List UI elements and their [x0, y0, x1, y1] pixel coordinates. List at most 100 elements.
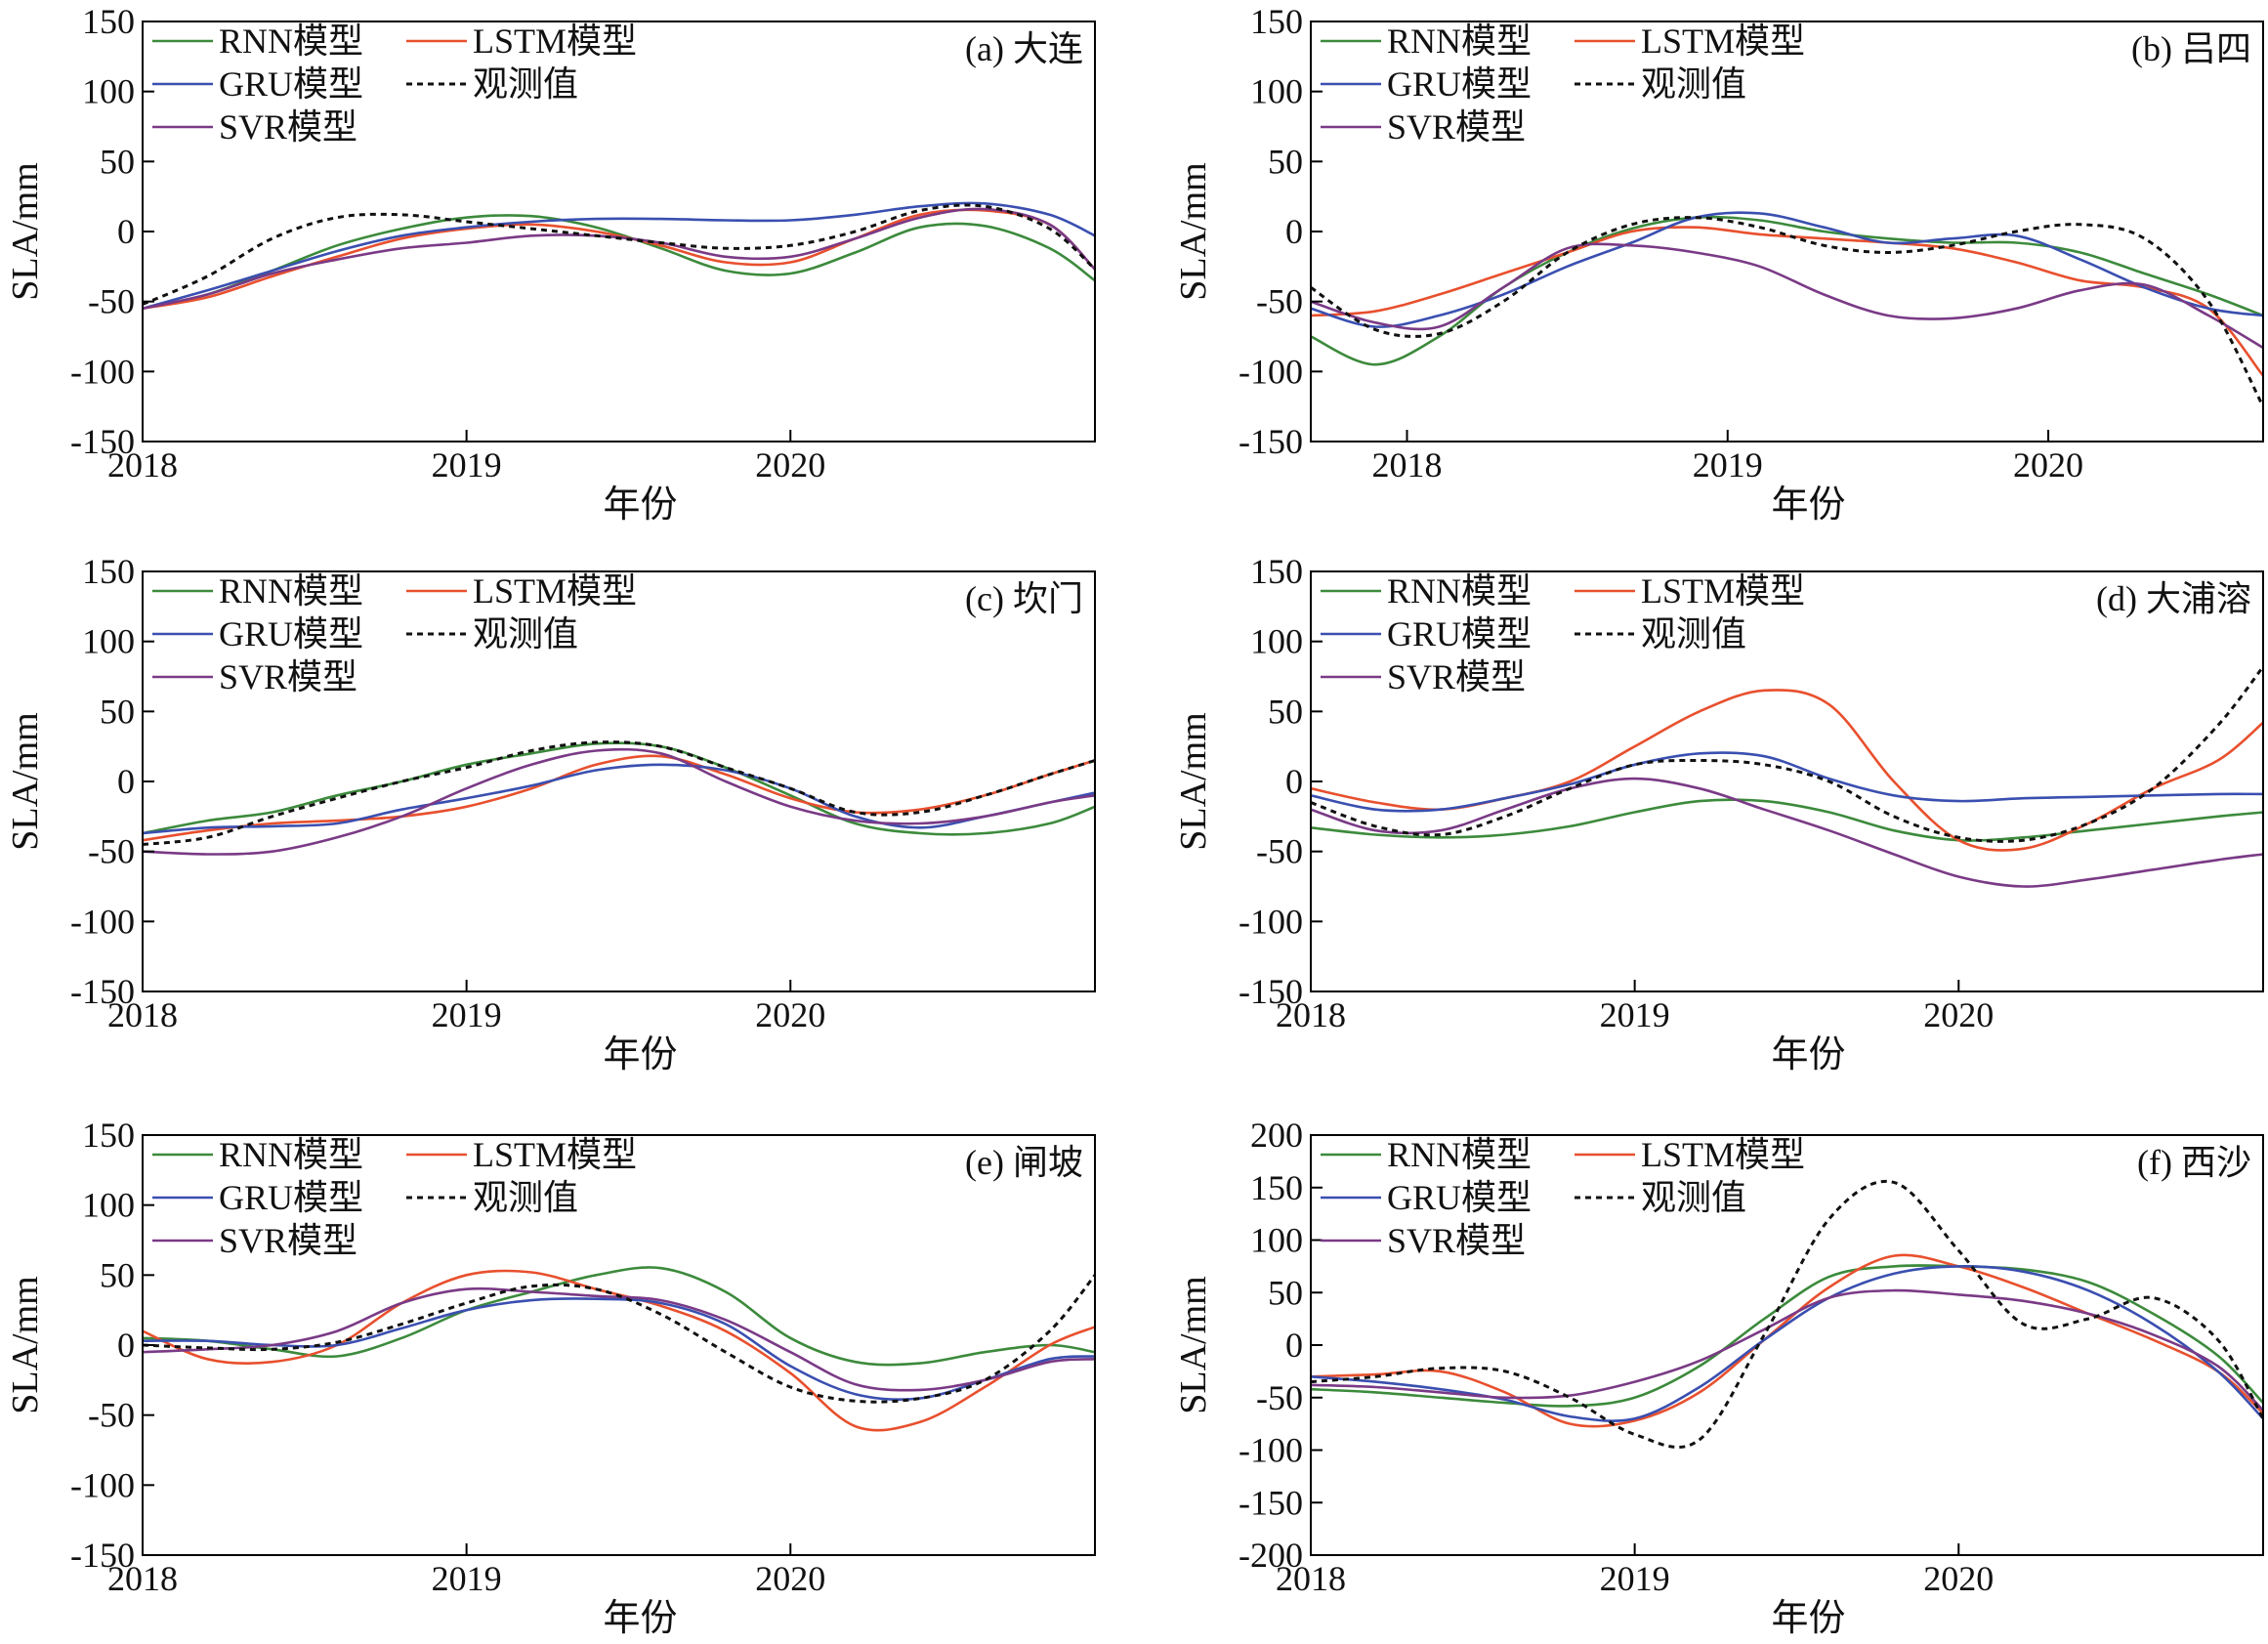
y-tick-label: 150	[82, 1116, 135, 1155]
x-axis-label: 年份	[1771, 1034, 1845, 1075]
x-tick-label: 2019	[432, 995, 502, 1034]
y-axis-label: SLA/mm	[1173, 1276, 1214, 1413]
legend-label-lstm: LSTM模型	[1641, 571, 1805, 611]
y-tick-label: -100	[70, 352, 135, 391]
x-tick-label: 2019	[1600, 1559, 1670, 1598]
legend-label-gru: GRU模型	[1387, 614, 1532, 653]
chart-panel-4: -150 -100 -50 0 50 100 150 2018 2019 2020 年份 SLA/mm…	[1173, 552, 2264, 1075]
x-tick-label: 2019	[432, 1559, 502, 1598]
chart-panel-6: -200 -150 -100 -50 0 50 100 150 200 2018 2019 2020 年…	[1173, 1116, 2264, 1639]
x-tick-label: 2020	[755, 445, 825, 485]
legend-label-obs: 观测值	[1641, 1178, 1746, 1217]
series-line-obs	[143, 740, 1095, 846]
y-tick-label: -100	[70, 1465, 135, 1504]
chart-panel-3: -150 -100 -50 0 50 100 150 2018 2019 2020 年份 SLA/mm…	[5, 552, 1096, 1075]
series-line-lstm	[1311, 226, 2263, 377]
y-tick-label: 0	[117, 212, 135, 251]
legend-label-obs: 观测值	[473, 64, 578, 104]
legend-label-lstm: LSTM模型	[473, 1135, 637, 1174]
series-line-svr	[143, 1286, 1095, 1392]
series-line-gru	[143, 763, 1095, 835]
legend-label-gru: GRU模型	[1387, 1178, 1532, 1217]
x-tick-label: 2018	[1371, 445, 1442, 485]
y-tick-label: -100	[1239, 352, 1303, 391]
series-lines	[143, 1266, 1095, 1432]
legend-label-obs: 观测值	[473, 614, 578, 653]
legend-label-svr: SVR模型	[219, 657, 357, 696]
legend-label-svr: SVR模型	[1387, 107, 1526, 147]
x-axis-label: 年份	[603, 485, 677, 526]
x-tick-label: 2018	[107, 995, 178, 1034]
y-tick-label: 50	[1268, 142, 1303, 181]
series-line-gru	[1311, 751, 2263, 813]
y-tick-label: 50	[100, 692, 135, 731]
y-tick-label: 100	[1250, 1221, 1303, 1260]
series-line-gru	[143, 201, 1095, 311]
series-lines	[143, 740, 1095, 856]
y-tick-label: -50	[1256, 1378, 1303, 1417]
series-line-svr	[1311, 242, 2263, 350]
y-tick-label: 100	[82, 72, 135, 111]
y-axis-label: SLA/mm	[5, 712, 46, 850]
panel-title: (b) 吕四	[2131, 29, 2251, 68]
series-line-rnn	[143, 1266, 1095, 1367]
y-tick-label: -50	[88, 1396, 135, 1435]
legend-label-svr: SVR模型	[1387, 657, 1526, 696]
y-tick-label: -100	[1239, 902, 1303, 941]
x-tick-label: 2018	[1276, 1559, 1346, 1598]
y-tick-label: 0	[1285, 1326, 1303, 1365]
series-line-obs	[1311, 216, 2263, 407]
series-line-lstm	[1311, 1253, 2263, 1428]
y-tick-label: 0	[1285, 212, 1303, 251]
x-tick-label: 2018	[1276, 995, 1346, 1034]
series-lines	[143, 201, 1095, 311]
y-tick-label: 0	[117, 1326, 135, 1365]
y-tick-label: -50	[88, 832, 135, 871]
series-line-gru	[1311, 211, 2263, 328]
x-tick-label: 2019	[432, 445, 502, 485]
legend-label-lstm: LSTM模型	[1641, 21, 1805, 61]
panel-title: (c) 坎门	[965, 579, 1083, 618]
y-axis-label: SLA/mm	[5, 162, 46, 300]
legend-label-lstm: LSTM模型	[1641, 1135, 1805, 1174]
series-line-gru	[1311, 1265, 2263, 1422]
x-tick-label: 2019	[1693, 445, 1763, 485]
legend-label-rnn: RNN模型	[219, 571, 363, 611]
x-tick-label: 2020	[755, 1559, 825, 1598]
y-tick-label: 150	[1250, 1168, 1303, 1207]
series-line-svr	[1311, 777, 2263, 888]
y-tick-label: -150	[1239, 1483, 1303, 1522]
y-tick-label: 100	[82, 622, 135, 661]
y-tick-label: 100	[1250, 72, 1303, 111]
chart-panel-5: -150 -100 -50 0 50 100 150 2018 2019 2020 年份 SLA/mm…	[5, 1116, 1096, 1639]
y-axis-label: SLA/mm	[5, 1276, 46, 1413]
y-tick-label: -150	[70, 1536, 135, 1575]
y-tick-label: 50	[1268, 692, 1303, 731]
legend-label-svr: SVR模型	[1387, 1221, 1526, 1260]
series-line-obs	[143, 1274, 1095, 1404]
x-tick-label: 2020	[2013, 445, 2083, 485]
x-axis-label: 年份	[603, 1598, 677, 1639]
y-tick-label: 150	[1250, 2, 1303, 41]
y-tick-label: 150	[82, 2, 135, 41]
x-tick-label: 2018	[107, 1559, 178, 1598]
y-tick-label: -150	[1239, 972, 1303, 1011]
chart-panel-2: -150 -100 -50 0 50 100 150 2018 2019 2020 年份 SLA/mm…	[1173, 2, 2264, 526]
series-line-svr	[143, 747, 1095, 856]
legend-label-lstm: LSTM模型	[473, 571, 637, 611]
legend-label-gru: GRU模型	[219, 64, 363, 104]
y-tick-label: -50	[88, 282, 135, 321]
y-tick-label: -100	[1239, 1431, 1303, 1470]
legend: RNN模型 LSTM模型 GRU模型 观测值 SVR模型	[152, 1135, 637, 1260]
x-axis-label: 年份	[1771, 485, 1845, 526]
y-tick-label: 100	[1250, 622, 1303, 661]
x-axis-label: 年份	[1771, 1598, 1845, 1639]
y-tick-label: -150	[70, 422, 135, 461]
legend-label-gru: GRU模型	[219, 614, 363, 653]
legend-label-lstm: LSTM模型	[473, 21, 637, 61]
legend-label-obs: 观测值	[473, 1178, 578, 1217]
legend: RNN模型 LSTM模型 GRU模型 观测值 SVR模型	[152, 21, 637, 147]
series-line-rnn	[1311, 215, 2263, 366]
legend-label-gru: GRU模型	[219, 1178, 363, 1217]
panel-title: (a) 大连	[965, 29, 1083, 68]
